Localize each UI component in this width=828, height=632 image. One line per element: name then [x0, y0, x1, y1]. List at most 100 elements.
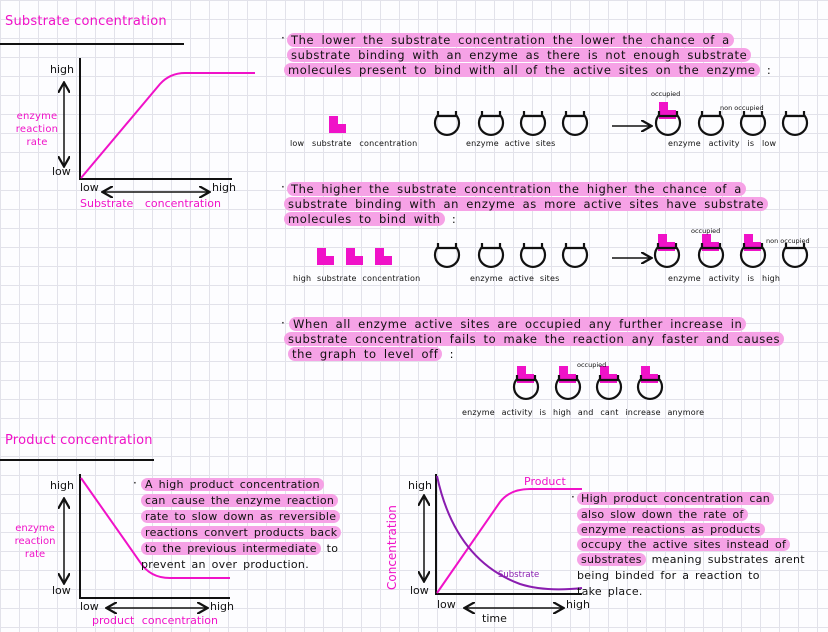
para2-line: substrate binding with an enzyme as more… [284, 197, 769, 211]
row2-left-label: high substrate concentration [293, 274, 421, 283]
enzyme-empty [697, 111, 725, 137]
enzyme-occupied [654, 111, 682, 137]
enzyme-empty [477, 111, 505, 137]
substrate-block [658, 234, 675, 251]
y-label-line: reaction [14, 536, 56, 547]
rate-curve [80, 72, 255, 179]
substrate-block [559, 366, 576, 383]
bullet: · [281, 180, 285, 194]
x-low-label: low [437, 598, 456, 611]
y-low-label: low [52, 165, 71, 178]
legend-product: Product [524, 475, 566, 488]
row2-occupied-label: occupied [691, 227, 721, 235]
para4-line: to the previous intermediate to [141, 542, 338, 555]
x-axis-label: time [482, 612, 507, 625]
para2-line: The higher the substrate concentration t… [287, 182, 746, 196]
x-axis-label: Substrate concentration [80, 197, 222, 210]
y-label-line: rate [26, 137, 48, 148]
substrate-block [317, 248, 334, 265]
enzyme-empty [781, 243, 809, 269]
substrate-block [702, 234, 719, 251]
section-title-substrate: Substrate concentration [5, 14, 167, 29]
para1-line: molecules present to bind with all of th… [284, 63, 771, 77]
row3-label: enzyme activity is high and cant increas… [462, 408, 705, 417]
enzyme-occupied [739, 243, 767, 269]
enzyme-empty [561, 243, 589, 269]
y-high-label: high [408, 479, 432, 492]
product-curve [436, 488, 582, 594]
enzyme-empty [433, 111, 461, 137]
title-underline [0, 43, 184, 45]
para5-line: take place. [577, 585, 643, 598]
enzyme-occupied [595, 375, 623, 401]
bullet: · [571, 490, 575, 504]
para5-line: being binded for a reaction to [577, 569, 760, 582]
y-label-line: enzyme [16, 111, 58, 122]
substrate-block [744, 234, 761, 251]
y-axis-label: Concentration [385, 505, 399, 590]
y-high-label: high [50, 479, 74, 492]
row2-right-label: enzyme activity is high [668, 274, 781, 283]
para4-line: can cause the enzyme reaction [141, 494, 339, 507]
graph-substrate-rate [64, 58, 255, 192]
bullet: · [281, 316, 285, 330]
row1-left-label: low substrate concentration [290, 139, 418, 148]
enzyme-empty [477, 243, 505, 269]
substrate-block [517, 366, 534, 383]
para2-line: molecules to bind with : [284, 212, 456, 226]
row3-occupied-label: occupied [577, 361, 607, 369]
row1-non-occupied-label: non occupied [720, 104, 764, 112]
row1-middle-label: enzyme active sites [466, 139, 556, 148]
x-low-label: low [80, 181, 99, 194]
para3-line: the graph to level off : [288, 347, 454, 361]
y-label-line: reaction [15, 124, 59, 135]
x-high-label: high [212, 181, 236, 194]
enzyme-occupied [653, 243, 681, 269]
y-label-line: enzyme [15, 523, 55, 534]
para3-line: When all enzyme active sites are occupie… [289, 317, 747, 331]
para1-line: The lower the substrate concentration th… [287, 33, 734, 47]
enzyme-empty [561, 111, 589, 137]
enzyme-empty [781, 111, 809, 137]
graph-concentration-time [424, 474, 583, 608]
graph-product-rate [64, 474, 230, 608]
row2-middle-label: enzyme active sites [470, 274, 560, 283]
y-label-line: rate [24, 549, 46, 560]
y-axis-label: enzyme reaction rate [13, 110, 61, 149]
para4-line: A high product concentration [141, 478, 324, 491]
para5-line: substrates meaning substrates arent [577, 553, 805, 566]
x-high-label: high [210, 600, 234, 613]
bullet: · [133, 476, 137, 490]
substrate-block [641, 366, 658, 383]
para1-line: substrate binding with an enzyme as ther… [287, 48, 752, 62]
y-low-label: low [52, 584, 71, 597]
x-high-label: high [566, 598, 590, 611]
para4-line: rate to slow down as reversible [141, 510, 341, 523]
legend-substrate: Substrate [498, 570, 540, 580]
enzyme-empty [519, 243, 547, 269]
enzyme-empty [433, 243, 461, 269]
enzyme-empty [739, 111, 767, 137]
title-underline [0, 459, 154, 461]
row2-non-occupied-label: non occupied [766, 237, 810, 245]
para5-line: also slow down the rate of [577, 508, 748, 521]
enzyme-occupied [512, 375, 540, 401]
y-low-label: low [410, 584, 429, 597]
bullet: · [281, 31, 285, 45]
x-low-label: low [80, 600, 99, 613]
enzyme-occupied [697, 243, 725, 269]
substrate-block [346, 248, 363, 265]
para4-line: prevent an over production. [141, 558, 309, 571]
substrate-curve [436, 475, 583, 591]
enzyme-empty [519, 111, 547, 137]
y-axis-label: enzyme reaction rate [10, 522, 60, 561]
enzyme-occupied [636, 375, 664, 401]
row1-occupied-label: occupied [651, 90, 681, 98]
enzyme-occupied [554, 375, 582, 401]
para5-line: enzyme reactions as products [577, 523, 765, 536]
row1-right-label: enzyme activity is low [668, 139, 777, 148]
section-title-product: Product concentration [5, 433, 153, 448]
substrate-block [600, 366, 617, 383]
para3-line: substrate concentration fails to make th… [284, 332, 785, 346]
